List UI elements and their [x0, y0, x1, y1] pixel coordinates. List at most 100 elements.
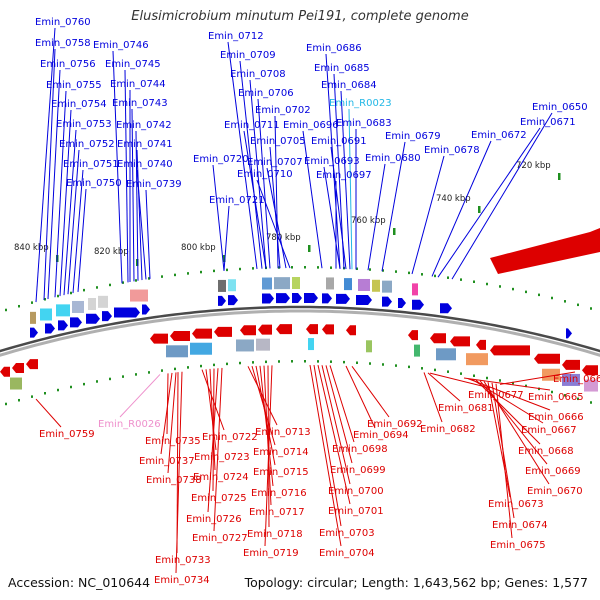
tick-dot-lower: [421, 367, 423, 370]
tick-dot-lower: [57, 388, 59, 392]
reverse-gene-arrow: [534, 353, 560, 364]
tick-dot-lower: [330, 360, 332, 363]
gene-leader-line: [77, 188, 87, 293]
gene-label: Emin_0684: [321, 80, 377, 91]
feature-band-lower: [166, 345, 188, 358]
gene-leader-line: [437, 127, 541, 278]
tick-dot-upper: [512, 287, 514, 291]
tick-dot-upper: [148, 277, 150, 280]
tick-dot-upper: [421, 273, 423, 276]
gene-leader-line: [119, 374, 161, 418]
gene-leader-line: [201, 369, 225, 431]
tick-dot-upper: [174, 273, 176, 277]
gene-leader-line: [207, 368, 219, 513]
forward-gene-arrow: [322, 293, 332, 304]
gene-label: Emin_0720: [193, 154, 249, 165]
feature-band-lower: [236, 339, 254, 352]
gene-label: Emin_0738: [146, 475, 202, 486]
feature-band-upper: [372, 279, 380, 292]
forward-gene-arrow: [102, 311, 112, 322]
kbp-tick-label: 840 kbp: [14, 243, 49, 253]
gene-leader-line: [63, 129, 77, 296]
feature-band-lower: [466, 353, 488, 366]
kbp-tick-mark: [478, 206, 481, 213]
gene-leader-line: [431, 140, 492, 277]
gene-label: Emin_0675: [490, 540, 546, 551]
forward-gene-arrow: [30, 327, 38, 338]
tick-dot-upper: [135, 279, 137, 282]
gene-leader-line: [467, 378, 551, 411]
gene-label: Emin_0650: [532, 102, 588, 113]
tick-dot-lower: [252, 361, 254, 364]
topology-text: Topology: circular; Length: 1,643,562 bp…: [244, 575, 588, 590]
feature-band-upper: [326, 277, 334, 290]
kbp-tick-label: 780 kbp: [266, 233, 301, 243]
feature-band-upper: [30, 311, 36, 324]
forward-gene-arrow: [142, 304, 150, 315]
gene-label: Emin_0750: [66, 178, 122, 189]
gene-label: Emin_0696: [283, 120, 339, 131]
feature-band-upper: [88, 298, 96, 311]
forward-gene-arrow: [228, 295, 238, 306]
tick-dot-lower: [265, 360, 267, 364]
reverse-gene-arrow: [276, 324, 292, 335]
forward-gene-arrow: [412, 299, 424, 310]
forward-gene-arrow: [45, 323, 55, 334]
feature-band-lower: [10, 377, 22, 390]
gene-label: Emin_0680: [365, 153, 421, 164]
tick-dot-upper: [525, 290, 527, 294]
gene-label: Emin_0744: [110, 79, 166, 90]
tick-dot-lower: [291, 360, 293, 363]
feature-band-upper: [228, 279, 236, 292]
tick-dot-lower: [408, 365, 410, 369]
tick-dot-upper: [239, 267, 241, 271]
tick-dot-upper: [109, 283, 111, 287]
gene-label: Emin_0717: [249, 507, 305, 518]
tick-dot-upper: [317, 266, 319, 269]
gene-label: Emin_0725: [191, 493, 247, 504]
gene-label: Emin_0706: [238, 88, 294, 99]
gene-label: Emin_0702: [255, 105, 311, 116]
reverse-gene-arrow: [240, 325, 256, 336]
tick-dot-lower: [44, 392, 46, 395]
gene-label: Emin_0673: [488, 499, 544, 510]
tick-dot-upper: [304, 266, 306, 269]
gene-leader-line: [135, 130, 139, 281]
gene-label: Emin_0693: [304, 156, 360, 167]
gene-leader-line: [351, 366, 390, 418]
gene-label: Emin_0760: [35, 17, 91, 28]
gene-leader-line: [223, 205, 230, 271]
tick-dot-upper: [213, 269, 215, 273]
gene-label: Emin_0754: [51, 99, 107, 110]
tick-dot-upper: [330, 266, 332, 269]
gene-leader-line: [136, 149, 143, 281]
reverse-gene-arrow: [346, 325, 356, 336]
tick-dot-lower: [512, 381, 514, 385]
gene-leader-line: [487, 382, 511, 498]
tick-dot-lower: [499, 379, 501, 382]
forward-gene-arrow: [262, 293, 274, 304]
tick-dot-upper: [96, 286, 98, 289]
gene-label: Emin_0679: [385, 131, 441, 142]
tick-dot-upper: [291, 266, 293, 269]
tick-dot-upper: [382, 269, 384, 272]
tick-dot-lower: [187, 366, 189, 369]
gene-label: Emin_0710: [237, 169, 293, 180]
tick-dot-lower: [343, 360, 345, 364]
gene-leader-line: [35, 398, 62, 428]
tick-dot-lower: [382, 363, 384, 366]
gene-leader-line: [247, 366, 278, 426]
gene-leader-line: [423, 372, 443, 423]
forward-gene-arrow: [86, 313, 100, 324]
gene-label: Emin_0759: [39, 429, 95, 440]
tick-dot-upper: [5, 308, 7, 312]
gene-label: Emin_0716: [251, 488, 307, 499]
gene-label: Emin_0746: [93, 40, 149, 51]
gene-leader-line: [266, 167, 287, 269]
gene-leader-line: [124, 69, 129, 283]
tick-dot-lower: [486, 376, 488, 380]
gene-leader-line: [239, 60, 263, 269]
gene-label: Emin_0703: [319, 528, 375, 539]
gene-label: Emin_0708: [230, 69, 286, 80]
